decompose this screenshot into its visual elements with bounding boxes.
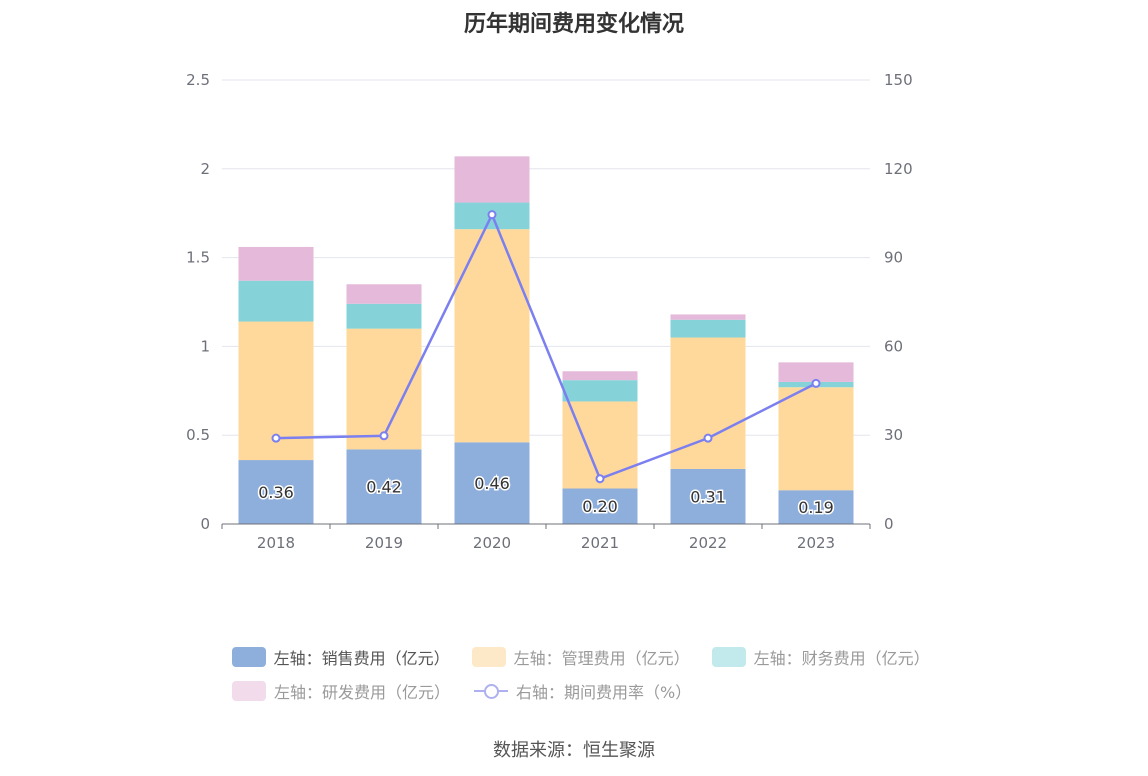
legend-label-finance: 左轴：财务费用（亿元） (753, 649, 930, 668)
legend-label-admin: 左轴：管理费用（亿元） (513, 649, 690, 668)
bar-value-label: 0.31 (690, 487, 726, 506)
bar-segment (238, 460, 314, 524)
bar-segment (346, 449, 422, 524)
legend-item-rnd[interactable]: 左轴：研发费用（亿元） (232, 679, 450, 703)
bar-segment (778, 387, 854, 491)
right-y-tick-label: 30 (884, 426, 903, 444)
left-y-tick-label: 2 (200, 160, 210, 178)
legend-item-admin[interactable]: 左轴：管理费用（亿元） (472, 645, 690, 669)
right-y-tick-label: 120 (884, 160, 913, 178)
x-tick-label: 2023 (797, 534, 835, 552)
left-y-tick-label: 0.5 (186, 426, 210, 444)
legend-item-finance[interactable]: 左轴：财务费用（亿元） (712, 645, 930, 669)
right-y-tick-label: 150 (884, 71, 913, 89)
legend-label-rnd: 左轴：研发费用（亿元） (274, 683, 451, 702)
expense-ratio-point (595, 474, 605, 484)
expense-ratio-point (379, 431, 389, 441)
bar-value-label: 0.19 (798, 498, 834, 517)
bar-segment (670, 468, 746, 524)
x-tick-label: 2021 (581, 534, 619, 552)
legend-swatch-admin (472, 647, 506, 667)
bar-value-label: 0.46 (474, 474, 510, 493)
bar-segment (778, 490, 854, 524)
right-y-tick-label: 90 (884, 249, 903, 267)
x-tick-label: 2018 (257, 534, 295, 552)
legend-swatch-finance (712, 647, 746, 667)
bar-segment (346, 284, 422, 304)
expense-ratio-point (811, 378, 821, 388)
left-y-tick-label: 1.5 (186, 249, 210, 267)
legend-row-1: 左轴：销售费用（亿元） 左轴：管理费用（亿元） 左轴：财务费用（亿元） (232, 640, 952, 674)
bar-value-label: 0.36 (258, 483, 294, 502)
x-tick-label: 2022 (689, 534, 727, 552)
expense-ratio-point (487, 210, 497, 220)
bar-segment (238, 246, 314, 281)
legend-swatch-sales (232, 647, 266, 667)
bar-segment (778, 362, 854, 382)
left-y-tick-label: 0 (200, 515, 210, 533)
bar-segment (454, 442, 530, 524)
bar-segment (562, 371, 638, 381)
bar-segment (562, 488, 638, 524)
x-tick-label: 2019 (365, 534, 403, 552)
left-y-tick-label: 1 (200, 337, 210, 355)
expense-ratio-line (275, 211, 817, 481)
bar-segment (454, 156, 530, 203)
chart-title: 历年期间费用变化情况 (463, 12, 684, 37)
chart-legend: 左轴：销售费用（亿元） 左轴：管理费用（亿元） 左轴：财务费用（亿元） 左轴：研… (232, 640, 952, 708)
bar-segment (562, 380, 638, 402)
data-source-note: 数据来源：恒生聚源 (493, 740, 655, 761)
expense-ratio-point (271, 433, 281, 443)
legend-item-sales[interactable]: 左轴：销售费用（亿元） (232, 645, 450, 669)
legend-label-expense-ratio: 右轴：期间费用率（%） (516, 683, 692, 702)
bar-value-label: 0.42 (366, 478, 402, 497)
x-tick-label: 2020 (473, 534, 511, 552)
bar-value-label: 0.20 (582, 497, 618, 516)
right-y-tick-label: 0 (884, 515, 894, 533)
bar-segment (238, 280, 314, 322)
expense-ratio-point (703, 433, 713, 443)
bar-segment (670, 319, 746, 338)
legend-label-sales: 左轴：销售费用（亿元） (273, 649, 450, 668)
bar-segment (346, 328, 422, 450)
left-y-tick-label: 2.5 (186, 71, 210, 89)
bar-segment (346, 303, 422, 329)
right-y-tick-label: 60 (884, 337, 903, 355)
legend-line-marker-icon (474, 681, 509, 701)
bar-segment (454, 229, 530, 443)
legend-swatch-rnd (232, 681, 266, 701)
legend-item-expense-ratio[interactable]: 右轴：期间费用率（%） (474, 679, 691, 703)
bar-segment (670, 314, 746, 320)
legend-row-2: 左轴：研发费用（亿元） 右轴：期间费用率（%） (232, 674, 952, 708)
